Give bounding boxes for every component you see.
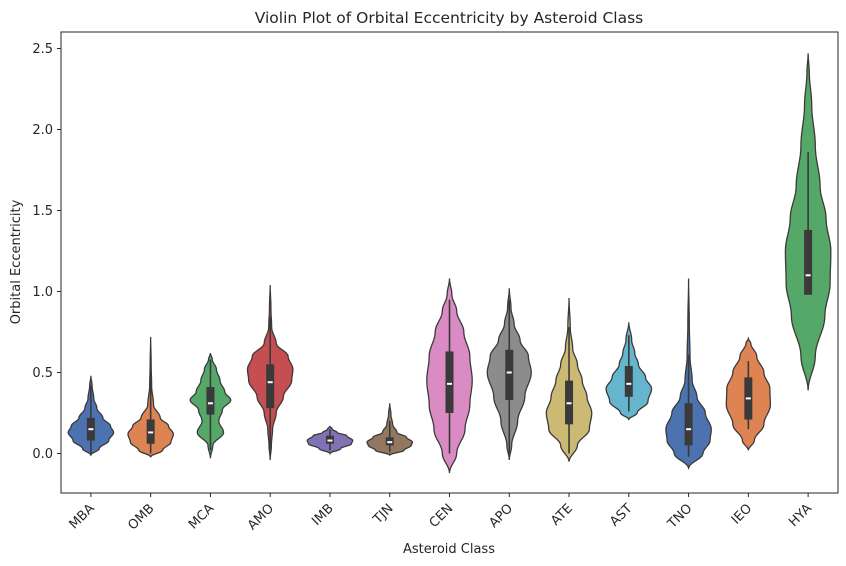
y-tick-label: 1.5 (32, 204, 53, 219)
y-axis: 0.0 0.5 1.0 1.5 2.0 2.5 (32, 42, 61, 462)
x-tick-label-amo: AMO (245, 501, 277, 533)
violin-mba (67, 375, 115, 457)
x-tick-label-ast: AST (607, 501, 635, 529)
y-tick-label: 1.0 (32, 285, 53, 300)
y-tick-label: 2.0 (32, 123, 53, 138)
x-tick-label-mca: MCA (186, 501, 217, 532)
x-tick-label-omb: OMB (125, 501, 157, 533)
violin-hya (784, 53, 832, 391)
x-tick-label-cen: CEN (427, 501, 457, 531)
x-tick-label-mba: MBA (67, 501, 98, 532)
violin-ate (545, 297, 593, 462)
violin-iqr-box-apo (505, 349, 514, 401)
violin-iqr-box-ast (624, 366, 633, 397)
violin-omb (127, 336, 175, 458)
violin-apo (486, 288, 532, 461)
violin-iqr-box-mca (206, 387, 215, 415)
violin-ieo (725, 336, 771, 451)
violin-iqr-box-cen (445, 351, 454, 413)
violin-iqr-box-amo (266, 364, 275, 409)
violin-ast (605, 322, 653, 421)
violin-mca (189, 352, 232, 459)
x-tick-label-tjn: TJN (370, 501, 397, 528)
y-tick-label: 0.0 (32, 447, 53, 462)
x-axis: MBA OMB MCA AMO IMB TJN CEN APO ATE AST TNO IEO HYA (67, 493, 815, 533)
violin-tjn (366, 403, 414, 457)
y-tick-label: 0.5 (32, 366, 53, 381)
x-tick-label-tno: TNO (664, 501, 695, 532)
violins-layer (67, 53, 832, 474)
x-tick-label-ieo: IEO (729, 501, 755, 527)
violin-imb (306, 425, 354, 456)
violin-cen (426, 278, 473, 474)
violin-iqr-box-hya (804, 229, 813, 295)
x-tick-label-hya: HYA (786, 501, 815, 530)
x-tick-label-imb: IMB (309, 501, 337, 529)
violin-iqr-box-tno (684, 403, 693, 446)
y-axis-label: Orbital Eccentricity (9, 199, 24, 324)
chart-title: Violin Plot of Orbital Eccentricity by A… (255, 9, 644, 27)
x-tick-label-apo: APO (486, 501, 516, 531)
violin-amo (246, 285, 294, 461)
x-axis-label: Asteroid Class (403, 542, 495, 557)
violin-tno (665, 278, 712, 470)
y-tick-label: 2.5 (32, 42, 53, 57)
x-tick-label-ate: ATE (548, 501, 576, 529)
